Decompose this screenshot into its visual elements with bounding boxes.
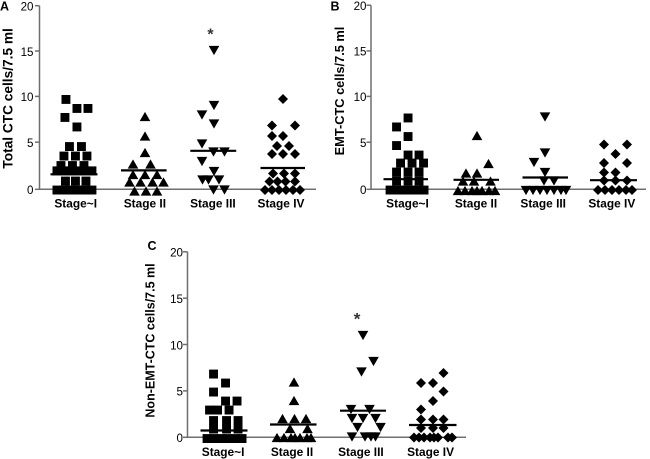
svg-text:B: B <box>331 0 340 14</box>
svg-text:Stage III: Stage III <box>338 445 384 459</box>
svg-text:Stage IV: Stage IV <box>258 197 305 211</box>
svg-text:10: 10 <box>21 91 34 104</box>
svg-text:15: 15 <box>354 46 367 59</box>
svg-text:Non-EMT-CTC cells/7.5 ml: Non-EMT-CTC cells/7.5 ml <box>144 263 158 417</box>
svg-text:0: 0 <box>27 184 33 197</box>
svg-text:0: 0 <box>177 432 183 445</box>
svg-text:A: A <box>0 0 9 14</box>
svg-text:*: * <box>207 27 214 44</box>
svg-text:20: 20 <box>354 0 367 13</box>
svg-text:5: 5 <box>27 137 33 150</box>
svg-text:*: * <box>354 310 361 329</box>
svg-text:Stage II: Stage II <box>271 445 313 459</box>
svg-text:Stage III: Stage III <box>520 197 566 211</box>
svg-text:15: 15 <box>21 46 34 59</box>
svg-text:20: 20 <box>21 1 34 14</box>
svg-text:Stage II: Stage II <box>124 197 166 211</box>
svg-text:15: 15 <box>170 293 183 306</box>
svg-text:Stage~I: Stage~I <box>54 197 97 211</box>
svg-text:5: 5 <box>360 137 366 150</box>
svg-text:5: 5 <box>177 386 183 399</box>
svg-text:Stage~I: Stage~I <box>386 197 429 211</box>
svg-text:10: 10 <box>354 91 367 104</box>
svg-text:Stage~I: Stage~I <box>202 445 245 459</box>
svg-text:10: 10 <box>170 339 183 352</box>
svg-text:Stage II: Stage II <box>455 197 497 211</box>
svg-text:20: 20 <box>170 247 183 260</box>
svg-text:C: C <box>148 239 157 253</box>
svg-text:Stage III: Stage III <box>190 197 236 211</box>
svg-text:Total CTC cells/7.5 ml: Total CTC cells/7.5 ml <box>1 28 16 168</box>
svg-text:Stage IV: Stage IV <box>407 445 454 459</box>
svg-text:Stage IV: Stage IV <box>588 197 635 211</box>
svg-text:EMT-CTC cells/7.5 ml: EMT-CTC cells/7.5 ml <box>332 27 347 156</box>
svg-text:0: 0 <box>360 184 366 197</box>
